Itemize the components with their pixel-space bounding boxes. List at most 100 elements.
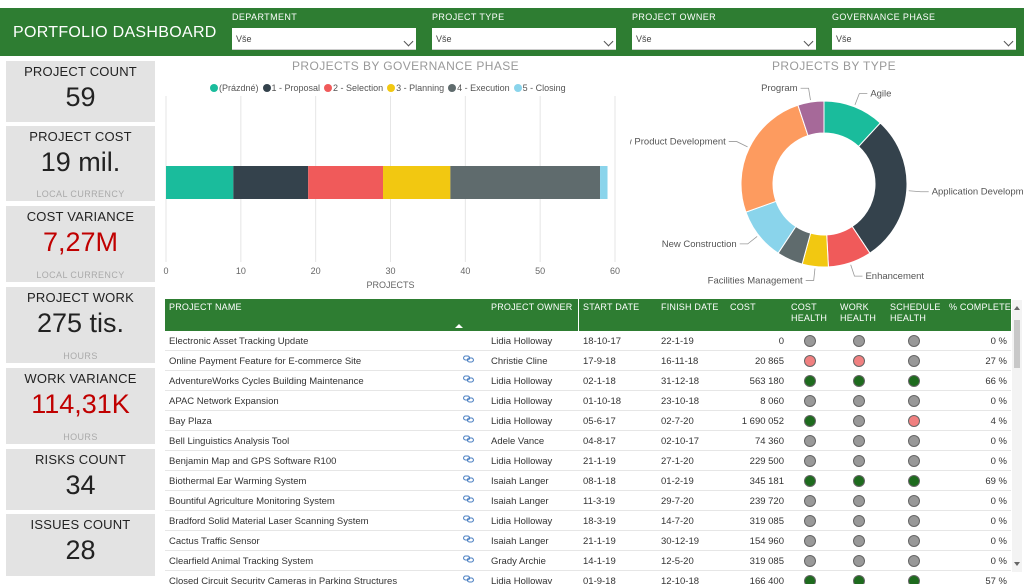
link-icon[interactable] <box>463 535 474 543</box>
link-icon[interactable] <box>463 455 474 463</box>
work-health-indicator <box>853 555 865 567</box>
project-type-select[interactable]: Vše <box>432 28 616 50</box>
col-cost[interactable]: COST <box>730 302 756 312</box>
link-icon[interactable] <box>463 435 474 443</box>
schedule-health-indicator <box>908 535 920 547</box>
legend-item[interactable]: 1 - Proposal <box>262 83 320 93</box>
legend-item[interactable]: 4 - Execution <box>448 83 510 93</box>
table-row[interactable]: Electronic Asset Tracking Update Lidia Ho… <box>165 331 1011 351</box>
bar-segment[interactable] <box>308 166 384 199</box>
kpi-unit: HOURS <box>63 351 98 361</box>
x-axis-label: PROJECTS <box>366 280 414 290</box>
table-row[interactable]: Closed Circuit Security Cameras in Parki… <box>165 571 1011 584</box>
table-row[interactable]: Bay Plaza Lidia Holloway 05-6-17 02-7-20 1 6… <box>165 411 1011 431</box>
kpi-risks-count[interactable]: RISKS COUNT 34 <box>6 449 155 510</box>
kpi-issues-count[interactable]: ISSUES COUNT 28 <box>6 514 155 576</box>
table-row[interactable]: APAC Network Expansion Lidia Holloway 01-1… <box>165 391 1011 411</box>
bar-segment[interactable] <box>166 166 234 199</box>
cost-cell: 0 <box>778 336 784 347</box>
cost-cell: 345 181 <box>749 476 784 487</box>
scroll-down-icon[interactable] <box>1014 562 1020 566</box>
project-owner-select[interactable]: Vše <box>632 28 816 50</box>
link-icon[interactable] <box>463 375 474 383</box>
legend-item[interactable]: 2 - Selection <box>324 83 383 93</box>
kpi-project-work[interactable]: PROJECT WORK 275 tis. HOURS <box>6 287 155 363</box>
table-scrollbar[interactable] <box>1012 300 1022 572</box>
link-icon[interactable] <box>463 495 474 503</box>
table-row[interactable]: Cactus Traffic Sensor Isaiah Langer 21-1-1… <box>165 531 1011 551</box>
scroll-up-icon[interactable] <box>1014 306 1020 310</box>
percent-complete-cell: 0 % <box>990 396 1007 407</box>
cost-health-indicator <box>804 395 816 407</box>
percent-complete-cell: 0 % <box>990 496 1007 507</box>
filter-value: Vše <box>436 34 452 44</box>
legend-item[interactable]: 5 - Closing <box>513 83 566 93</box>
link-icon[interactable] <box>463 515 474 523</box>
table-row[interactable]: Biothermal Ear Warming System Isaiah Lang… <box>165 471 1011 491</box>
table-row[interactable]: Benjamin Map and GPS Software R100 Lidia … <box>165 451 1011 471</box>
kpi-cost-variance[interactable]: COST VARIANCE 7,27M LOCAL CURRENCY <box>6 206 155 282</box>
link-icon[interactable] <box>463 355 474 363</box>
cost-cell: 20 865 <box>754 356 784 367</box>
project-name-cell: Bell Linguistics Analysis Tool <box>169 436 290 447</box>
col-schedule-health[interactable]: SCHEDULE HEALTH <box>890 302 941 323</box>
legend-item[interactable]: (Prázdné) <box>210 83 259 93</box>
table-row[interactable]: Bell Linguistics Analysis Tool Adele Vanc… <box>165 431 1011 451</box>
cost-health-indicator <box>804 575 816 584</box>
finish-date-cell: 12-5-20 <box>661 556 694 567</box>
filter-governance-phase: GOVERNANCE PHASE Vše <box>832 12 1016 50</box>
scroll-thumb[interactable] <box>1014 320 1020 368</box>
bar-segment[interactable] <box>600 166 608 199</box>
table-row[interactable]: Clearfield Animal Tracking System Grady A… <box>165 551 1011 571</box>
table-row[interactable]: AdventureWorks Cycles Building Maintenan… <box>165 371 1011 391</box>
kpi-project-cost[interactable]: PROJECT COST 19 mil. LOCAL CURRENCY <box>6 126 155 201</box>
legend-swatch <box>513 84 522 92</box>
leader-line <box>739 236 758 245</box>
cost-health-indicator <box>804 535 816 547</box>
link-icon[interactable] <box>463 575 474 583</box>
link-icon[interactable] <box>463 395 474 403</box>
project-owner-cell: Lidia Holloway <box>491 376 553 387</box>
x-tick-label: 0 <box>163 266 168 276</box>
bar-segment[interactable] <box>383 166 451 199</box>
col-cost-health[interactable]: COST HEALTH <box>791 302 828 323</box>
col-finish-date[interactable]: FINISH DATE <box>661 302 719 312</box>
donut-slice[interactable] <box>740 104 809 213</box>
kpi-work-variance[interactable]: WORK VARIANCE 114,31K HOURS <box>6 368 155 444</box>
col-project-name[interactable]: PROJECT NAME <box>169 302 242 312</box>
kpi-project-count[interactable]: PROJECT COUNT 59 <box>6 61 155 122</box>
finish-date-cell: 12-10-18 <box>661 576 700 584</box>
table-row[interactable]: Online Payment Feature for E-commerce Si… <box>165 351 1011 371</box>
kpi-value: 28 <box>65 535 96 565</box>
legend-label: 5 - Closing <box>522 83 566 93</box>
filter-value: Vše <box>836 34 852 44</box>
col-project-owner[interactable]: PROJECT OWNER <box>491 302 573 312</box>
link-icon[interactable] <box>463 475 474 483</box>
table-row[interactable]: Bradford Solid Material Laser Scanning S… <box>165 511 1011 531</box>
link-icon[interactable] <box>463 415 474 423</box>
legend-item[interactable]: 3 - Planning <box>387 83 444 93</box>
cost-health-indicator <box>804 375 816 387</box>
project-name-cell: Bay Plaza <box>169 416 212 427</box>
bar-segment[interactable] <box>233 166 309 199</box>
governance-phase-select[interactable]: Vše <box>832 28 1016 50</box>
bar-segment[interactable] <box>450 166 601 199</box>
col-work-health[interactable]: WORK HEALTH <box>840 302 877 323</box>
table-row[interactable]: Bountiful Agriculture Monitoring System I… <box>165 491 1011 511</box>
x-tick-label: 20 <box>311 266 321 276</box>
work-health-indicator <box>853 495 865 507</box>
col-start-date[interactable]: START DATE <box>583 302 640 312</box>
kpi-value: 34 <box>65 470 96 500</box>
x-tick-label: 60 <box>610 266 620 276</box>
slice-label: Enhancement <box>865 271 924 282</box>
leader-line <box>908 190 929 193</box>
donut-slice[interactable] <box>797 100 825 137</box>
schedule-health-indicator <box>908 375 920 387</box>
col-percent-complete[interactable]: % COMPLETE <box>949 302 1011 312</box>
kpi-label: ISSUES COUNT <box>30 517 131 532</box>
cost-health-indicator <box>804 435 816 447</box>
department-select[interactable]: Vše <box>232 28 416 50</box>
kpi-value: 114,31K <box>31 389 130 419</box>
link-icon[interactable] <box>463 555 474 563</box>
legend-swatch <box>210 84 218 92</box>
